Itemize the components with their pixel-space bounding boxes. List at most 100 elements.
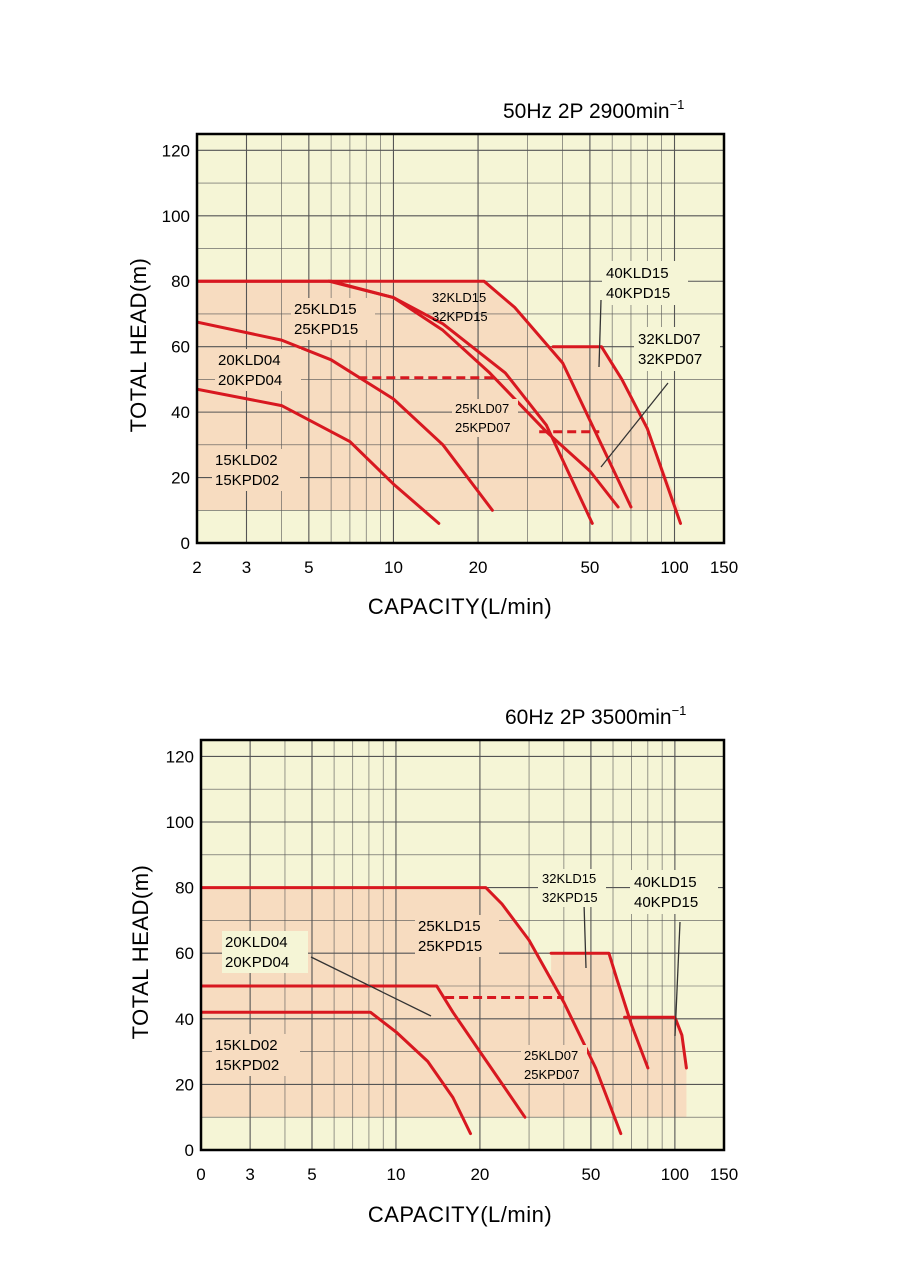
series-label-32kld15: 32KLD15 32KPD15 xyxy=(432,290,488,324)
svg-text:32KLD07: 32KLD07 xyxy=(638,331,701,348)
svg-text:25KPD15: 25KPD15 xyxy=(294,321,358,338)
x-tick-label: 5 xyxy=(307,1165,316,1184)
svg-text:32KPD15: 32KPD15 xyxy=(432,309,488,324)
y-tick-labels: 0 20 40 60 80 100 120 xyxy=(166,747,194,1160)
svg-text:20KLD04: 20KLD04 xyxy=(218,352,281,369)
series-label-20kld04: 20KLD04 20KPD04 xyxy=(215,349,301,391)
series-label-32kld07: 32KLD07 32KPD07 xyxy=(634,327,720,371)
series-line xyxy=(551,345,682,525)
y-tick-label: 80 xyxy=(175,879,194,898)
chart-60hz: 0 20 40 60 80 100 120 0 3 5 10 20 50 100 150 60Hz 2P … xyxy=(128,703,738,1227)
svg-text:20KPD04: 20KPD04 xyxy=(218,372,282,389)
series-line xyxy=(201,886,623,1136)
series-label-25kld07: 25KLD07 25KPD07 xyxy=(521,1045,587,1083)
series-label-40kld15: 40KLD15 40KPD15 xyxy=(602,261,688,305)
svg-text:25KLD15: 25KLD15 xyxy=(294,301,357,318)
series-line xyxy=(549,951,650,1070)
series-line xyxy=(327,279,620,509)
y-tick-label: 60 xyxy=(171,338,190,357)
x-tick-label: 3 xyxy=(242,558,251,577)
series-line xyxy=(197,387,441,525)
svg-text:15KLD02: 15KLD02 xyxy=(215,452,278,469)
series-layer xyxy=(201,886,688,1136)
svg-text:25KPD15: 25KPD15 xyxy=(418,938,482,955)
svg-text:40KLD15: 40KLD15 xyxy=(634,874,697,891)
svg-text:32KPD07: 32KPD07 xyxy=(638,351,702,368)
y-tick-label: 80 xyxy=(171,272,190,291)
y-tick-label: 120 xyxy=(162,141,190,160)
x-tick-label: 150 xyxy=(710,558,738,577)
chart-50hz: 0 20 40 60 80 100 120 2 3 5 10 20 50 100 150 50Hz 2P … xyxy=(126,97,738,619)
series-line xyxy=(201,1010,472,1136)
y-tick-label: 0 xyxy=(185,1141,194,1160)
series-line xyxy=(197,320,494,512)
y-tick-label: 40 xyxy=(171,403,190,422)
x-tick-label: 100 xyxy=(660,558,688,577)
region-fill xyxy=(553,346,681,511)
x-tick-label: 10 xyxy=(386,1165,405,1184)
svg-text:32KPD15: 32KPD15 xyxy=(542,890,598,905)
chart-title: 60Hz 2P 3500min−1 xyxy=(505,703,686,729)
x-axis-label: CAPACITY(L/min) xyxy=(368,1202,552,1227)
leader-line xyxy=(674,921,681,1037)
y-tick-label: 20 xyxy=(171,469,190,488)
x-tick-label: 50 xyxy=(580,558,599,577)
series-label-40kld15: 40KLD15 40KPD15 xyxy=(630,870,718,914)
series-label-15kld02: 15KLD02 15KPD02 xyxy=(212,449,300,491)
series-line xyxy=(623,1015,688,1070)
y-axis-label: TOTAL HEAD(m) xyxy=(126,258,151,433)
svg-text:20KPD04: 20KPD04 xyxy=(225,954,289,971)
y-tick-label: 0 xyxy=(181,534,190,553)
y-tick-label: 120 xyxy=(166,747,194,766)
chart-title: 50Hz 2P 2900min−1 xyxy=(503,97,684,123)
x-tick-label: 150 xyxy=(710,1165,738,1184)
x-tick-labels: 2 3 5 10 20 50 100 150 xyxy=(192,558,738,577)
x-tick-label: 0 xyxy=(196,1165,205,1184)
svg-text:25KLD15: 25KLD15 xyxy=(418,918,481,935)
x-tick-labels: 0 3 5 10 20 50 100 150 xyxy=(196,1165,738,1184)
svg-text:20KLD04: 20KLD04 xyxy=(225,934,288,951)
svg-text:25KLD07: 25KLD07 xyxy=(524,1048,578,1063)
y-tick-labels: 0 20 40 60 80 100 120 xyxy=(162,141,190,553)
plot-frame xyxy=(199,738,726,1152)
svg-text:40KPD15: 40KPD15 xyxy=(634,894,698,911)
leader-line xyxy=(600,382,669,468)
y-tick-label: 100 xyxy=(162,207,190,226)
svg-text:40KPD15: 40KPD15 xyxy=(606,285,670,302)
x-tick-label: 20 xyxy=(470,1165,489,1184)
plot-frame xyxy=(195,132,726,545)
x-tick-label: 20 xyxy=(469,558,488,577)
region-fill xyxy=(624,1017,687,1118)
svg-text:25KLD07: 25KLD07 xyxy=(455,401,509,416)
series-label-25kld07: 25KLD07 25KPD07 xyxy=(452,399,518,437)
x-tick-label: 50 xyxy=(581,1165,600,1184)
svg-text:32KLD15: 32KLD15 xyxy=(432,290,486,305)
series-line xyxy=(197,279,633,509)
x-tick-label: 100 xyxy=(661,1165,689,1184)
svg-text:40KLD15: 40KLD15 xyxy=(606,265,669,282)
series-line xyxy=(201,984,527,1119)
svg-text:15KPD02: 15KPD02 xyxy=(215,1057,279,1074)
series-label-20kld04: 20KLD04 20KPD04 xyxy=(222,931,308,973)
series-layer xyxy=(197,279,682,525)
series-label-15kld02: 15KLD02 15KPD02 xyxy=(212,1034,300,1076)
leader-line xyxy=(598,299,602,368)
x-tick-label: 3 xyxy=(245,1165,254,1184)
y-tick-label: 100 xyxy=(166,813,194,832)
x-tick-label: 10 xyxy=(384,558,403,577)
svg-text:25KPD07: 25KPD07 xyxy=(455,420,511,435)
series-label-25kld15: 25KLD15 25KPD15 xyxy=(415,915,499,957)
x-tick-label: 2 xyxy=(192,558,201,577)
leader-line xyxy=(583,902,587,969)
series-label-25kld15: 25KLD15 25KPD15 xyxy=(291,298,375,340)
x-axis-label: CAPACITY(L/min) xyxy=(368,594,552,619)
y-tick-label: 20 xyxy=(175,1075,194,1094)
leader-line xyxy=(310,956,432,1017)
svg-text:25KPD07: 25KPD07 xyxy=(524,1067,580,1082)
svg-text:32KLD15: 32KLD15 xyxy=(542,871,596,886)
y-tick-label: 40 xyxy=(175,1010,194,1029)
svg-text:15KPD02: 15KPD02 xyxy=(215,472,279,489)
svg-text:15KLD02: 15KLD02 xyxy=(215,1037,278,1054)
x-tick-label: 5 xyxy=(304,558,313,577)
